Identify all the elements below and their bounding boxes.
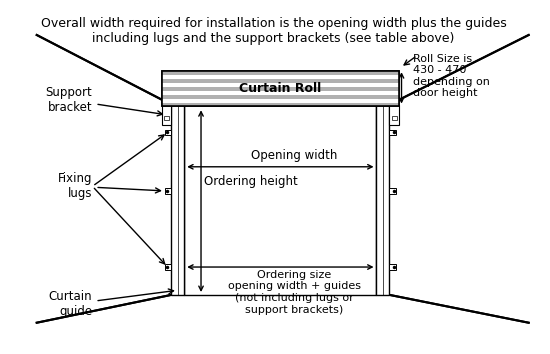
Text: Opening width: Opening width bbox=[251, 149, 338, 162]
Bar bbox=[392, 116, 397, 120]
Bar bbox=[162, 95, 399, 99]
Text: Ordering height: Ordering height bbox=[204, 175, 298, 188]
Bar bbox=[162, 87, 399, 91]
Bar bbox=[389, 188, 396, 194]
Text: Ordering size
opening width + guides
(not including lugs or
support brackets): Ordering size opening width + guides (no… bbox=[228, 270, 361, 315]
Text: Roll Size is
430 - 470
depending on
door height: Roll Size is 430 - 470 depending on door… bbox=[412, 53, 490, 98]
Bar bbox=[164, 116, 168, 120]
Bar bbox=[162, 71, 399, 107]
Text: Fixing
lugs: Fixing lugs bbox=[58, 172, 161, 200]
Bar bbox=[376, 104, 389, 295]
Bar bbox=[165, 188, 171, 194]
Bar bbox=[162, 71, 399, 75]
Bar bbox=[184, 104, 376, 295]
Bar bbox=[162, 99, 399, 103]
Bar bbox=[389, 264, 396, 270]
Bar bbox=[162, 83, 399, 87]
Text: Overall width required for installation is the opening width plus the guides
inc: Overall width required for installation … bbox=[41, 17, 507, 45]
Bar bbox=[162, 79, 399, 83]
Text: Curtain Roll: Curtain Roll bbox=[239, 82, 322, 95]
Bar bbox=[165, 264, 171, 270]
Bar bbox=[162, 75, 399, 79]
Bar bbox=[162, 103, 399, 107]
Bar bbox=[162, 104, 171, 125]
Bar bbox=[162, 71, 399, 107]
Bar bbox=[171, 104, 184, 295]
Bar bbox=[389, 104, 399, 125]
Bar bbox=[162, 91, 399, 95]
Bar bbox=[165, 130, 171, 135]
Text: Support
bracket: Support bracket bbox=[46, 86, 162, 116]
Bar bbox=[389, 130, 396, 135]
Text: Curtain
guide: Curtain guide bbox=[49, 289, 173, 318]
